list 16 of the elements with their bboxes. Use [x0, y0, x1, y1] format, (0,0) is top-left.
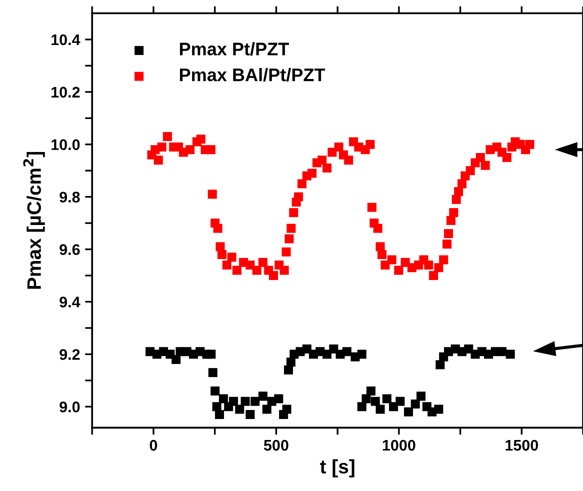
y-tick-label: 10.0 — [52, 139, 80, 150]
y-tick-label: 10.2 — [52, 86, 80, 98]
x-axis-title: t [s] — [320, 459, 354, 478]
x-tick-label: 0 — [150, 440, 158, 451]
x-tick-label: 1000 — [382, 440, 416, 451]
x-tick-label: 500 — [264, 440, 288, 451]
x-tick-label: 1500 — [506, 440, 538, 451]
y-tick-label: 9.0 — [60, 402, 80, 412]
legend-label: Pmax BAl/Pt/PZT — [180, 68, 326, 82]
y-tick-label: 9.8 — [60, 192, 80, 203]
y-tick-label: 9.4 — [60, 296, 80, 308]
legend-label: Pmax Pt/PZT — [180, 42, 289, 56]
y-tick-label: 9.2 — [60, 349, 80, 360]
y-tick-label: 10.4 — [52, 34, 80, 46]
y-axis-title: Pmax [µC/cm$^{2}$] — [23, 152, 45, 289]
y-tick-label: 9.6 — [60, 244, 80, 255]
